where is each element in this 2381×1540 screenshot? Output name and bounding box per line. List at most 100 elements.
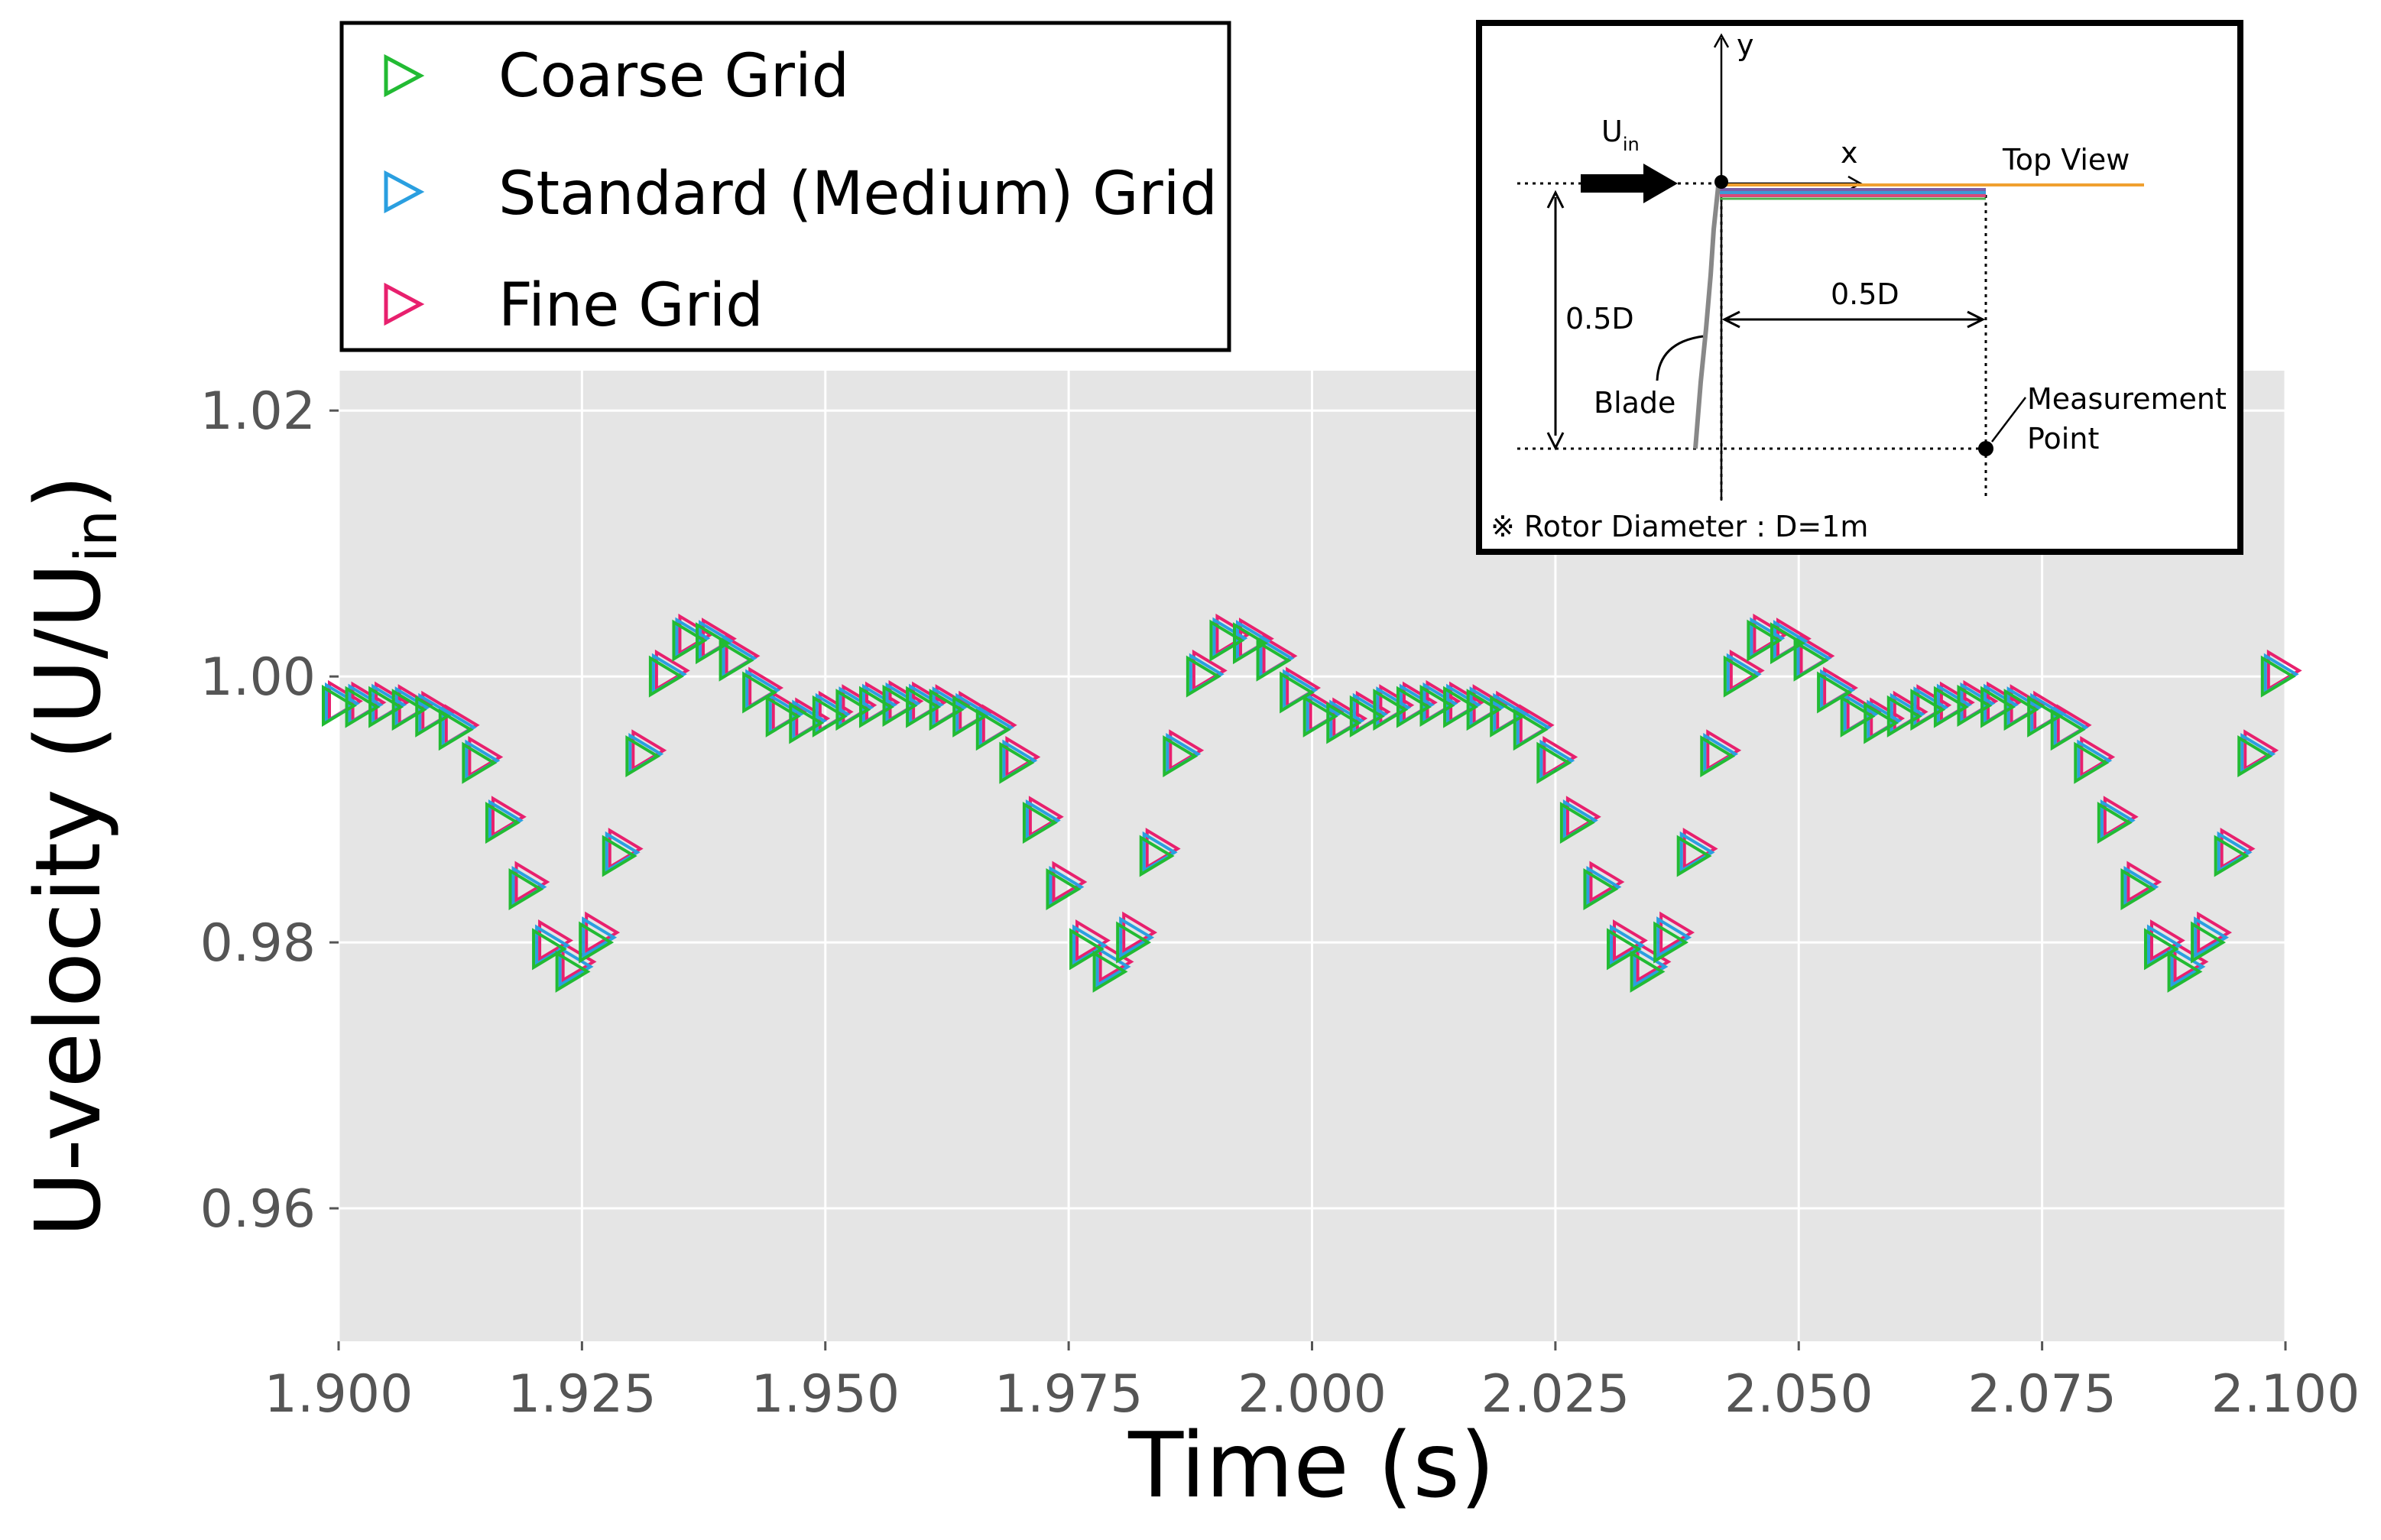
data-point-coarse-grid: [2050, 708, 2086, 751]
blade-pointer: [1656, 335, 1704, 381]
data-point-coarse-grid: [1980, 686, 2016, 728]
data-point-coarse-grid: [882, 684, 918, 727]
data-point-coarse-grid: [2027, 695, 2063, 738]
data-point-coarse-grid: [1139, 835, 1175, 877]
data-point-coarse-grid: [1069, 928, 1105, 971]
inset-y-label: y: [1737, 28, 1754, 62]
data-point-fine-grid: [514, 861, 550, 903]
data-point-standard-medium-grid: [1142, 831, 1178, 874]
data-point-fine-grid: [1192, 649, 1228, 692]
data-point-coarse-grid: [1233, 622, 1268, 665]
legend-label-standard: Standard (Medium) Grid: [498, 160, 1218, 229]
inset-box: [1476, 20, 2243, 555]
data-point-fine-grid: [1613, 919, 1648, 962]
data-point-coarse-grid: [345, 686, 381, 728]
measurement-label-line1: Measurement: [2027, 382, 2227, 416]
data-point-standard-medium-grid: [1095, 945, 1131, 988]
y-tick-label: 0.98: [200, 913, 316, 974]
vertical-dimension-arrow-top: [1546, 190, 1565, 209]
data-point-standard-medium-grid: [605, 831, 641, 874]
data-point-standard-medium-grid: [558, 945, 594, 988]
data-point-fine-grid: [678, 613, 714, 656]
data-point-coarse-grid: [1536, 741, 1572, 784]
top-view-label: Top View: [2002, 143, 2130, 177]
y-axis-title: U-velocity (U/Uin): [15, 475, 130, 1237]
data-markers: [322, 613, 2302, 993]
data-point-coarse-grid: [625, 734, 661, 778]
data-point-coarse-grid: [2237, 734, 2273, 778]
data-point-fine-grid: [1215, 613, 1251, 656]
data-point-coarse-grid: [1817, 671, 1852, 714]
data-point-coarse-grid: [1630, 950, 1666, 993]
data-point-coarse-grid: [1349, 695, 1385, 738]
data-point-coarse-grid: [975, 708, 1011, 751]
data-point-fine-grid: [654, 649, 690, 692]
data-point-coarse-grid: [1747, 619, 1783, 662]
data-point-coarse-grid: [1022, 801, 1058, 845]
legend: Coarse Grid Standard (Medium) Grid Fine …: [339, 21, 1231, 352]
data-point-coarse-grid: [602, 835, 637, 877]
data-point-coarse-grid: [1302, 695, 1338, 738]
data-point-standard-medium-grid: [2217, 831, 2253, 874]
data-point-fine-grid: [1169, 729, 1205, 772]
data-point-fine-grid: [1542, 735, 1578, 779]
x-tick-label: 1.925: [508, 1364, 657, 1425]
x-tick-label: 1.975: [994, 1364, 1143, 1425]
data-point-standard-medium-grid: [582, 916, 618, 959]
legend-marker-standard: [384, 170, 425, 214]
data-point-fine-grid: [1005, 735, 1041, 779]
data-point-coarse-grid: [1490, 695, 1526, 738]
data-point-coarse-grid: [555, 950, 591, 993]
data-point-fine-grid: [585, 911, 621, 954]
legend-marker-fine: [384, 282, 425, 326]
data-point-fine-grid: [631, 729, 667, 772]
inset-schematic: y x Uin 0.5D 0.5D Blade: [1476, 20, 2243, 555]
data-point-coarse-grid: [579, 921, 615, 964]
data-point-standard-medium-grid: [1656, 916, 1692, 959]
x-tick-label: 2.000: [1238, 1364, 1387, 1425]
data-point-standard-medium-grid: [2146, 924, 2182, 967]
data-point-coarse-grid: [391, 689, 427, 731]
legend-label-coarse: Coarse Grid: [498, 42, 849, 111]
data-point-fine-grid: [1052, 861, 1088, 903]
measurement-pointer: [1991, 397, 2026, 443]
data-point-coarse-grid: [2167, 950, 2203, 993]
data-point-coarse-grid: [1256, 639, 1292, 682]
data-point-fine-grid: [1659, 911, 1695, 954]
data-point-coarse-grid: [858, 686, 894, 728]
data-point-coarse-grid: [1513, 708, 1549, 751]
data-point-fine-grid: [1682, 827, 1718, 871]
data-point-fine-grid: [2149, 919, 2185, 962]
data-point-standard-medium-grid: [2170, 945, 2206, 988]
y-tick-label: 1.00: [200, 647, 316, 708]
inflow-arrow: [1581, 164, 1678, 203]
vertical-dimension-arrow-bottom: [1546, 432, 1565, 451]
data-point-coarse-grid: [322, 684, 357, 727]
data-point-coarse-grid: [1864, 702, 1899, 744]
x-axis-title: Time (s): [1127, 1412, 1495, 1518]
data-point-fine-grid: [1075, 919, 1111, 962]
data-point-fine-grid: [2103, 796, 2139, 838]
data-point-coarse-grid: [1443, 686, 1478, 728]
data-point-coarse-grid: [2260, 655, 2296, 698]
data-point-coarse-grid: [1396, 686, 1432, 728]
data-point-coarse-grid: [1209, 619, 1245, 662]
measurement-label-line2: Point: [2027, 422, 2099, 456]
axis-ticks: 1.900 1.925 1.950 1.975 2.000 2.025 2.050 2.075…: [200, 381, 2360, 1425]
data-point-fine-grid: [2126, 861, 2162, 903]
x-tick-label: 1.900: [264, 1364, 414, 1425]
data-point-coarse-grid: [1280, 671, 1315, 714]
data-point-coarse-grid: [648, 655, 684, 698]
data-point-coarse-grid: [462, 741, 498, 784]
data-point-coarse-grid: [1910, 689, 1946, 731]
rotor-center-dot: [1714, 175, 1728, 189]
data-point-coarse-grid: [438, 708, 474, 751]
data-point-coarse-grid: [1046, 867, 1082, 911]
horizontal-dimension-label: 0.5D: [1831, 277, 1899, 311]
blade-line: [1693, 185, 1721, 449]
data-point-standard-medium-grid: [2194, 916, 2230, 959]
data-point-standard-medium-grid: [1119, 916, 1155, 959]
data-point-fine-grid: [2220, 827, 2256, 871]
data-point-coarse-grid: [1886, 695, 1922, 738]
